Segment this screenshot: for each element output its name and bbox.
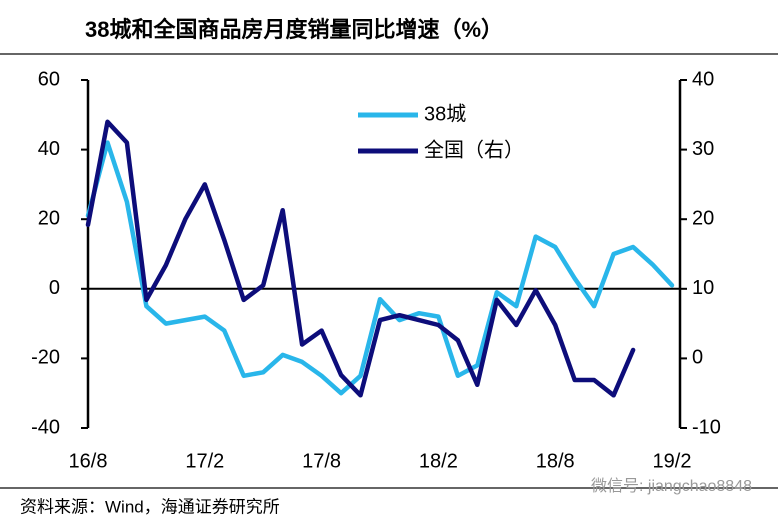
legend-label: 全国（右） bbox=[424, 138, 524, 161]
y-tick-label: 40 bbox=[38, 138, 60, 160]
y-tick-label: 60 bbox=[38, 68, 60, 90]
chart-title: 38城和全国商品房月度销量同比增速（%） bbox=[85, 17, 503, 42]
x-tick-label: 17/8 bbox=[302, 450, 341, 472]
y2-tick-label: 20 bbox=[692, 207, 714, 229]
y2-tick-label: 0 bbox=[692, 347, 703, 369]
y2-tick-label: 30 bbox=[692, 138, 714, 160]
x-tick-label: 16/8 bbox=[69, 450, 108, 472]
x-tick-label: 18/8 bbox=[536, 450, 575, 472]
x-tick-label: 19/2 bbox=[653, 450, 692, 472]
y-tick-label: 0 bbox=[49, 277, 60, 299]
y-tick-label: -40 bbox=[31, 416, 60, 438]
watermark: 微信号: jiangchao8848 bbox=[591, 477, 752, 495]
legend-label: 38城 bbox=[424, 102, 466, 125]
y-tick-label: -20 bbox=[31, 347, 60, 369]
series-line bbox=[85, 119, 636, 398]
y2-tick-label: -10 bbox=[692, 416, 721, 438]
x-tick-label: 17/2 bbox=[185, 450, 224, 472]
source: 资料来源：Wind，海通证券研究所 bbox=[20, 497, 280, 516]
series-line bbox=[85, 140, 675, 396]
y2-tick-label: 40 bbox=[692, 68, 714, 90]
x-tick-label: 18/2 bbox=[419, 450, 458, 472]
y-tick-label: 20 bbox=[38, 207, 60, 229]
y2-tick-label: 10 bbox=[692, 277, 714, 299]
